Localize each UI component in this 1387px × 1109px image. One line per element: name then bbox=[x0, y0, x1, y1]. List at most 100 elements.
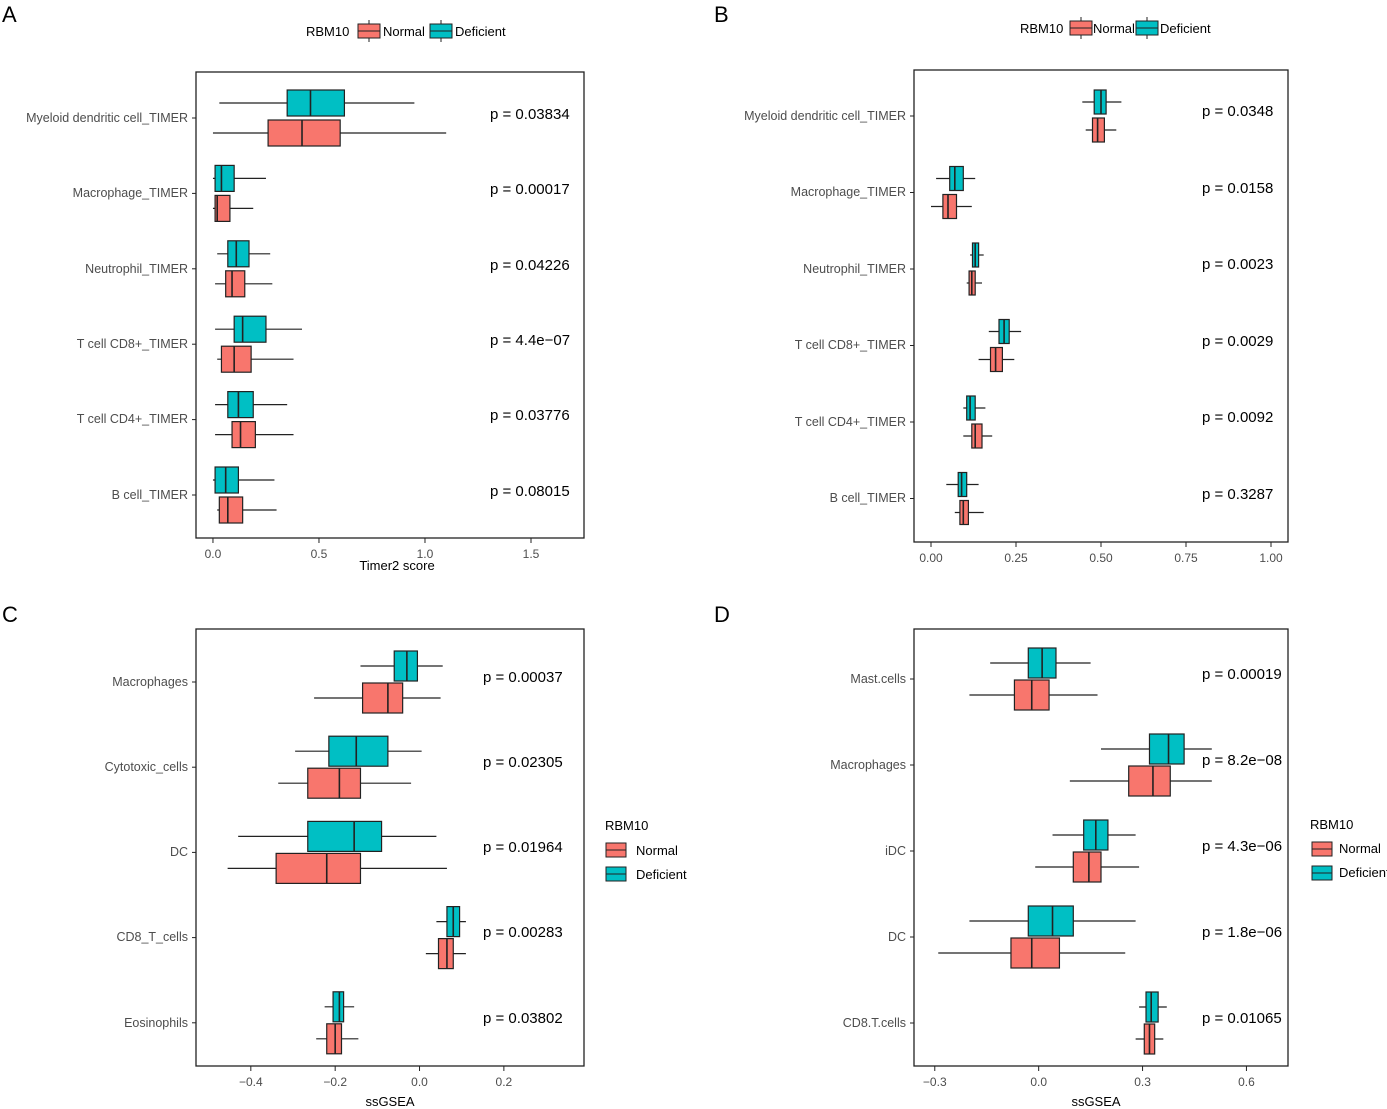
box-deficient bbox=[946, 471, 979, 498]
box-deficient bbox=[436, 905, 466, 938]
category-label: T cell CD4+_TIMER bbox=[77, 412, 188, 426]
x-tick-label: 0.3 bbox=[1134, 1075, 1151, 1089]
x-tick-label: 1.0 bbox=[417, 547, 434, 561]
box-normal bbox=[931, 193, 972, 220]
plot-frame bbox=[195, 71, 585, 539]
category-label: Myeloid dendritic cell_TIMER bbox=[744, 109, 906, 123]
box-normal bbox=[217, 345, 294, 373]
legend-entry-deficient: Deficient bbox=[636, 867, 687, 882]
x-tick-label: −0.2 bbox=[323, 1075, 347, 1089]
x-axis-title: Timer2 score bbox=[359, 558, 434, 573]
box-body bbox=[328, 735, 389, 767]
p-value-label: p = 0.0092 bbox=[1202, 409, 1273, 426]
x-tick-label: 0.0 bbox=[1030, 1075, 1047, 1089]
p-value-label: p = 4.4e−07 bbox=[490, 332, 570, 349]
box-body bbox=[949, 165, 964, 192]
category-label: Eosinophils bbox=[124, 1016, 188, 1030]
category-label: iDC bbox=[885, 844, 906, 858]
legend-entry-deficient: Deficient bbox=[455, 24, 506, 39]
box-normal bbox=[314, 682, 441, 714]
p-value-label: p = 0.01065 bbox=[1202, 1010, 1282, 1027]
p-value-label: p = 0.0023 bbox=[1202, 256, 1273, 273]
box-body bbox=[214, 466, 240, 494]
p-value-label: p = 8.2e−08 bbox=[1202, 752, 1282, 769]
x-axis-title: ssGSEA bbox=[1071, 1094, 1120, 1109]
category-label: DC bbox=[888, 930, 906, 944]
x-tick-label: 0.25 bbox=[1004, 551, 1028, 565]
box-body bbox=[959, 499, 970, 526]
x-tick-label: −0.3 bbox=[923, 1075, 947, 1089]
category-label: Macrophages bbox=[830, 758, 906, 772]
box-deficient bbox=[215, 315, 303, 343]
box-deficient bbox=[324, 991, 355, 1023]
plot-frame bbox=[195, 628, 585, 1067]
p-value-label: p = 0.03776 bbox=[490, 407, 570, 424]
box-normal bbox=[212, 194, 254, 222]
box-normal bbox=[1135, 1023, 1164, 1055]
x-tick-label: 0.0 bbox=[205, 547, 222, 561]
legend-entry-normal: Normal bbox=[1339, 841, 1381, 856]
box-normal bbox=[963, 423, 993, 449]
p-value-label: p = 4.3e−06 bbox=[1202, 838, 1282, 855]
p-value-label: p = 0.02305 bbox=[483, 754, 563, 771]
box-normal bbox=[978, 346, 1015, 373]
x-tick-label: 0.0 bbox=[411, 1075, 428, 1089]
panel-c: C −0.4 −0.2 0.0 0.2 Macrophages Cytotoxic_c… bbox=[2, 602, 687, 1109]
p-value-label: p = 0.03802 bbox=[483, 1010, 563, 1027]
box-normal bbox=[278, 767, 412, 799]
box-body bbox=[437, 937, 454, 970]
boxes-b bbox=[931, 89, 1122, 526]
box-body bbox=[361, 682, 404, 714]
box-body bbox=[971, 423, 983, 449]
box-deficient bbox=[1139, 991, 1167, 1023]
category-label: T cell CD4+_TIMER bbox=[795, 415, 906, 429]
category-label: Macrophage_TIMER bbox=[73, 186, 188, 200]
x-tick-label: 1.5 bbox=[523, 547, 540, 561]
p-value-label: p = 0.00283 bbox=[483, 924, 563, 941]
p-value-label: p = 0.0348 bbox=[1202, 103, 1273, 120]
x-tick-label: −0.4 bbox=[239, 1075, 263, 1089]
category-label: CD8_T_cells bbox=[116, 930, 188, 944]
box-body bbox=[1027, 905, 1074, 937]
box-deficient bbox=[212, 466, 275, 494]
p-value-label: p = 0.08015 bbox=[490, 483, 570, 500]
box-normal bbox=[966, 270, 982, 296]
x-tick-label: 0.6 bbox=[1238, 1075, 1255, 1089]
box-deficient bbox=[217, 240, 271, 268]
legend-title: RBM10 bbox=[306, 24, 349, 39]
p-value-label: p = 0.0158 bbox=[1202, 180, 1273, 197]
box-deficient bbox=[936, 165, 976, 192]
box-normal bbox=[954, 499, 984, 526]
x-axis-d: −0.3 0.0 0.3 0.6 bbox=[910, 678, 1255, 1089]
panel-letter-b: B bbox=[714, 2, 729, 27]
box-deficient bbox=[219, 89, 415, 117]
category-label: Macrophages bbox=[112, 675, 188, 689]
box-deficient bbox=[215, 391, 288, 419]
legend-title: RBM10 bbox=[605, 818, 648, 833]
box-body bbox=[966, 395, 976, 421]
category-label: DC bbox=[170, 845, 188, 859]
x-tick-label: 0.75 bbox=[1174, 551, 1198, 565]
box-deficient bbox=[970, 242, 984, 268]
box-normal bbox=[969, 679, 1098, 711]
box-deficient bbox=[1052, 819, 1136, 851]
x-tick-label: 0.5 bbox=[311, 547, 328, 561]
legend-entry-normal: Normal bbox=[383, 24, 425, 39]
legend-title: RBM10 bbox=[1310, 817, 1353, 832]
box-normal bbox=[212, 119, 447, 147]
box-body bbox=[326, 1023, 343, 1055]
box-body bbox=[1128, 765, 1171, 797]
box-deficient bbox=[238, 820, 437, 853]
box-body bbox=[307, 820, 383, 853]
box-normal bbox=[1035, 851, 1140, 883]
p-value-label: p = 0.0029 bbox=[1202, 333, 1273, 350]
legend-c: RBM10 Normal Deficient bbox=[605, 818, 687, 882]
panel-letter-a: A bbox=[2, 2, 17, 27]
x-axis-b: 0.00 0.25 0.50 0.75 1.00 bbox=[910, 115, 1283, 565]
box-body bbox=[225, 270, 246, 298]
legend-d: RBM10 Normal Deficient bbox=[1310, 817, 1387, 881]
category-label: T cell CD8+_TIMER bbox=[795, 338, 906, 352]
box-body bbox=[942, 193, 958, 220]
box-deficient bbox=[1082, 89, 1122, 115]
category-label: Neutrophil_TIMER bbox=[803, 262, 906, 276]
